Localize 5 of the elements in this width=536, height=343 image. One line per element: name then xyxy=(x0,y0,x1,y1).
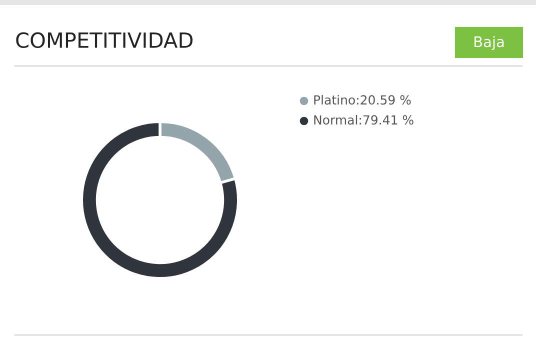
text: Baja xyxy=(474,36,504,50)
donut-slice xyxy=(80,120,240,280)
legend-label: Platino:20.59 % xyxy=(314,94,411,105)
legend-label: Normal:79.41 % xyxy=(314,114,414,125)
chart-title: COMPETITIVIDAD xyxy=(16,32,193,48)
